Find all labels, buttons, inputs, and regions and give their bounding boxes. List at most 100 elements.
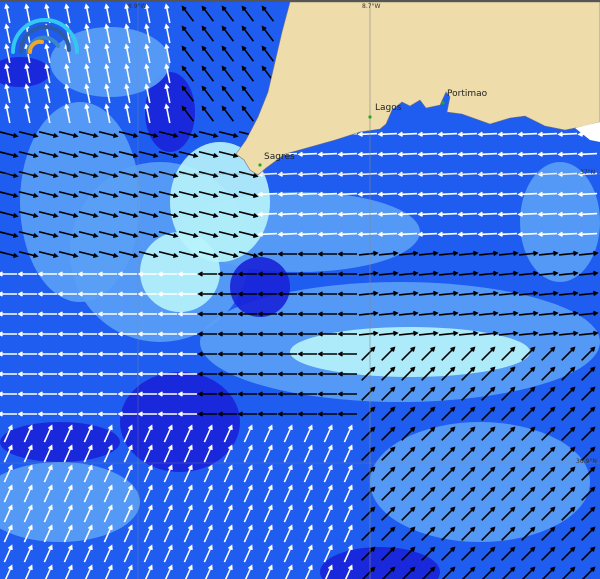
current-arrow [577,191,598,197]
current-arrow [578,250,599,257]
current-arrow [521,426,536,441]
current-arrow [78,250,99,259]
current-arrow [421,366,436,381]
current-arrow [581,506,596,521]
current-arrow [297,311,317,317]
current-arrow [164,103,171,124]
current-arrow [97,411,117,417]
current-arrow [3,524,13,543]
current-arrow [43,504,53,523]
current-arrow [158,150,179,159]
current-arrow [144,43,151,64]
current-arrow [117,351,137,357]
current-arrow [381,346,396,361]
current-arrow [177,271,197,277]
current-speed-region [170,142,270,262]
current-arrow [541,506,556,521]
current-arrow [77,291,97,297]
current-arrow [83,484,93,503]
current-arrow [521,346,536,361]
current-arrow [277,291,297,297]
current-arrow [98,150,119,159]
current-arrow [317,291,337,297]
current-arrow [461,546,476,561]
current-arrow [77,351,97,357]
current-arrow [357,211,378,217]
current-arrow [284,564,293,579]
current-arrow [38,210,59,219]
current-arrow [24,63,31,84]
current-arrow [241,65,255,82]
current-arrow [23,424,33,443]
current-arrow [441,486,456,501]
current-arrow [478,270,499,277]
current-arrow [197,311,217,317]
current-arrow [58,190,79,199]
current-arrow [43,464,53,483]
current-arrow [263,464,273,483]
current-arrow [257,271,277,277]
current-arrow [361,386,376,401]
current-arrow [561,546,576,561]
current-arrow [38,190,59,199]
current-arrow [18,230,39,239]
current-arrow [98,210,119,219]
current-arrow [0,231,19,239]
current-arrow [337,191,358,197]
white-patch [575,122,600,142]
current-arrow [283,544,293,563]
current-arrow [0,251,19,259]
current-arrow [421,506,436,521]
current-arrow [297,331,317,337]
current-arrow [317,211,338,217]
current-arrow [581,486,596,501]
current-arrow [561,526,576,541]
current-arrow [381,466,396,481]
current-arrow [263,524,273,543]
current-arrow [63,524,73,543]
lon-label-left: 8.9°W [128,3,147,10]
current-arrow [297,211,318,217]
current-arrow [57,411,77,417]
current-arrow [98,130,119,139]
current-arrow [297,291,317,297]
lat-label-bottom: 36.9°N [576,458,597,465]
current-arrow [123,444,133,463]
current-arrow [361,466,376,481]
current-arrow [357,151,378,157]
current-arrow [158,250,179,259]
current-arrow [521,526,536,541]
current-arrow [197,411,217,417]
current-arrow [538,250,559,257]
current-arrow [358,290,379,297]
current-speed-region [0,57,50,87]
place-marker-portimao [441,101,445,105]
current-arrow [123,424,133,443]
current-arrow [541,406,556,421]
current-arrow [117,391,137,397]
current-arrow [183,484,193,503]
current-arrow [361,526,376,541]
current-arrow [38,250,59,259]
current-arrow [177,371,197,377]
current-arrow [397,211,418,217]
current-arrow [84,63,91,84]
current-arrow [381,406,396,421]
current-arrow [441,466,456,481]
current-arrow [204,564,213,579]
current-arrow [263,424,273,443]
current-arrow [297,231,318,237]
current-arrow [4,23,11,44]
current-arrow [498,270,519,277]
current-arrow [283,424,293,443]
current-arrow [398,250,419,257]
current-arrow [243,504,253,523]
current-arrow [0,351,17,357]
current-arrow [461,506,476,521]
current-arrow [263,484,273,503]
current-arrow [277,391,297,397]
current-arrow [257,191,278,197]
current-arrow [461,366,476,381]
current-arrow [581,346,596,361]
